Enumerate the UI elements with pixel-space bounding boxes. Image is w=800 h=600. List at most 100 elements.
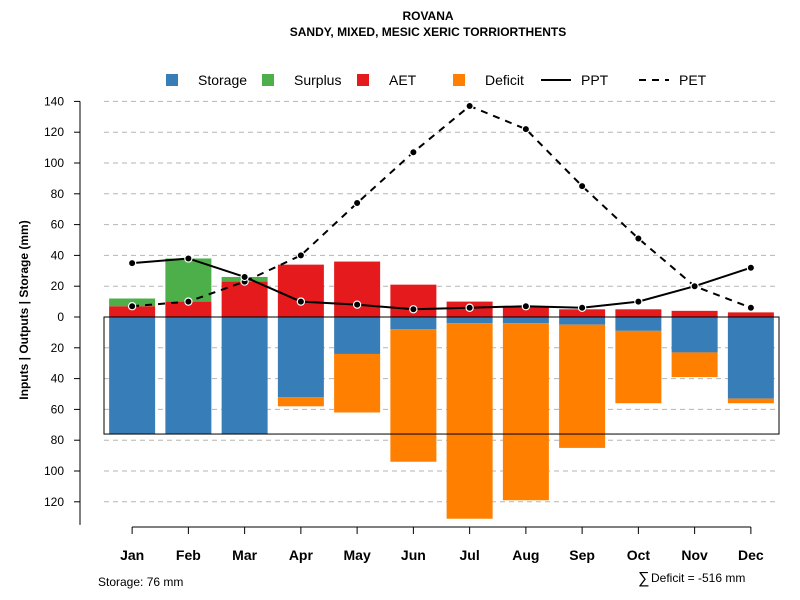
ppt-point-sep <box>577 303 587 312</box>
deficit-bar-nov <box>671 352 718 378</box>
ppt-point-feb <box>184 254 193 263</box>
pet-point-sep <box>577 181 587 191</box>
deficit-bar-jul <box>446 323 493 519</box>
aet-bar-nov <box>671 310 718 317</box>
storage-bar-mar <box>221 317 268 435</box>
y-axis: 140 120 100 80 60 40 20 0 20 40 60 80 100 120 <box>44 94 81 525</box>
bars <box>109 258 774 519</box>
aet-bar-dec <box>727 312 774 317</box>
aet-bar-jan <box>109 306 156 317</box>
ppt-point-jan <box>127 258 137 268</box>
ppt-point-aug <box>521 302 531 311</box>
legend-label-surplus: Surplus <box>294 72 341 88</box>
aet-bar-sep <box>559 309 606 317</box>
storage-bar-oct <box>615 317 662 331</box>
y-tick-label: 80 <box>51 187 65 201</box>
pet-line <box>132 104 752 309</box>
x-tick-label-may: May <box>344 547 371 563</box>
y-tick-label: 100 <box>44 464 64 478</box>
ppt-point-nov <box>690 282 699 291</box>
legend-swatch-aet <box>357 74 369 86</box>
y-tick-label: 0 <box>57 310 64 324</box>
ppt-point-oct <box>634 297 643 306</box>
x-tick-label-jan: Jan <box>120 547 144 563</box>
aet-bar-oct <box>615 309 662 317</box>
y-tick-label: 60 <box>51 218 65 232</box>
x-tick-label-jul: Jul <box>460 547 480 563</box>
pet-point-dec <box>746 303 756 312</box>
legend-label-ppt: PPT <box>581 72 609 88</box>
deficit-note: Deficit = -516 mm <box>651 571 745 585</box>
storage-bar-nov <box>671 317 718 353</box>
sum-icon: ∑ <box>638 570 649 587</box>
deficit-bar-jun <box>390 329 437 462</box>
deficit-bar-may <box>334 353 381 413</box>
x-tick-label-apr: Apr <box>289 547 314 563</box>
y-tick-label: 100 <box>44 156 64 170</box>
pet-point-oct <box>634 234 643 243</box>
chart-title: ROVANA <box>402 9 453 23</box>
x-tick-label-nov: Nov <box>681 547 708 563</box>
y-tick-label: 40 <box>51 248 65 262</box>
storage-bar-jul <box>446 317 493 324</box>
aet-bar-apr <box>277 264 324 317</box>
deficit-bar-sep <box>559 324 606 448</box>
ppt-point-may <box>352 300 362 309</box>
storage-bar-may <box>334 317 381 354</box>
deficit-bar-dec <box>727 398 774 404</box>
pet-point-may <box>352 198 362 208</box>
pet-point-feb <box>184 297 193 306</box>
x-tick-label-aug: Aug <box>512 547 539 563</box>
storage-bar-apr <box>277 317 324 398</box>
legend-label-aet: AET <box>389 72 417 88</box>
y-tick-label: 40 <box>51 372 65 386</box>
storage-bar-aug <box>502 317 549 324</box>
y-tick-label: 60 <box>51 402 65 416</box>
ppt-line <box>132 257 752 311</box>
lines <box>127 101 756 314</box>
legend-label-pet: PET <box>679 72 707 88</box>
chart-subtitle: SANDY, MIXED, MESIC XERIC TORRIORTHENTS <box>290 25 566 39</box>
aet-bar-mar <box>221 281 268 317</box>
x-tick-label-dec: Dec <box>738 547 764 563</box>
pet-point-jul <box>465 101 474 111</box>
x-tick-label-feb: Feb <box>176 547 201 563</box>
ppt-point-mar <box>240 272 249 282</box>
ppt-point-dec <box>746 263 756 272</box>
pet-point-jan <box>127 302 137 311</box>
deficit-bar-aug <box>502 323 549 501</box>
legend: Storage Surplus AET Deficit PPT PET <box>166 72 707 88</box>
x-tick-label-mar: Mar <box>232 547 257 563</box>
legend-label-deficit: Deficit <box>485 72 524 88</box>
ppt-point-apr <box>296 297 306 306</box>
y-tick-label: 120 <box>44 125 64 139</box>
storage-bar-sep <box>559 317 606 325</box>
storage-note: Storage: 76 mm <box>98 575 183 589</box>
legend-label-storage: Storage <box>198 72 247 88</box>
legend-swatch-deficit <box>453 74 465 86</box>
x-tick-label-sep: Sep <box>569 547 595 563</box>
x-axis: Jan Feb Mar Apr May Jun Jul Aug Sep Oct Nov Dec <box>120 526 764 563</box>
y-tick-label: 140 <box>44 94 64 108</box>
x-tick-label-oct: Oct <box>627 547 651 563</box>
y-tick-label: 20 <box>51 279 65 293</box>
storage-bar-dec <box>727 317 774 399</box>
y-tick-label: 20 <box>51 341 65 355</box>
pet-point-jun <box>409 148 418 157</box>
y-tick-label: 80 <box>51 433 65 447</box>
legend-swatch-surplus <box>262 74 274 86</box>
x-tick-label-jun: Jun <box>401 547 426 563</box>
ppt-point-jun <box>409 305 418 314</box>
storage-bar-jan <box>109 317 156 435</box>
ppt-point-jul <box>465 303 474 312</box>
deficit-bar-apr <box>277 397 324 407</box>
legend-swatch-storage <box>166 74 178 86</box>
pet-point-aug <box>521 124 531 134</box>
aet-bar-aug <box>502 306 549 317</box>
grid-lines <box>104 100 779 503</box>
storage-bar-jun <box>390 317 437 330</box>
surplus-bar-feb <box>165 258 212 302</box>
y-axis-title: Inputs | Outputs | Storage (mm) <box>17 220 31 399</box>
deficit-bar-oct <box>615 330 662 404</box>
